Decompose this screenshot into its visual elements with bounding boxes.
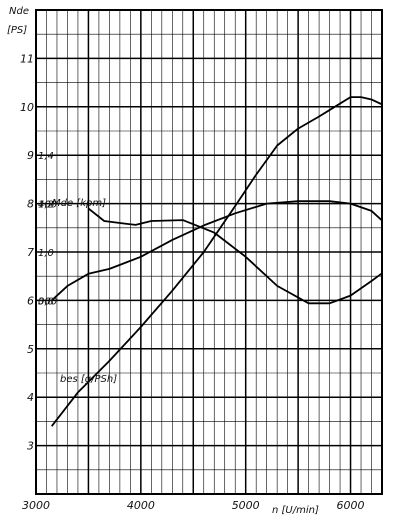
x-tick-label: 3000	[22, 499, 50, 512]
chart-ticks: 3000 4000 5000 6000 3 4 5 6 7 8 9 10 11 1,4 1,2 1,0 0,8 4…	[20, 52, 365, 512]
y-axis-title-power-symbol: Nde	[9, 6, 29, 17]
y-tick-label-consumption: 300	[38, 296, 57, 307]
y-tick-label-power: 5	[27, 343, 34, 356]
y-axis-title-consumption: bes [g/PSh]	[60, 374, 117, 385]
y-axis-title-torque: Mde [kpm]	[52, 198, 106, 209]
y-tick-label-power: 11	[20, 52, 34, 65]
chart-series	[50, 96, 383, 427]
y-tick-label-torque: 1,0	[38, 248, 54, 259]
series-line-torque	[51, 200, 383, 302]
y-tick-label-power: 7	[27, 246, 34, 259]
y-tick-label-torque: 1,4	[38, 151, 54, 162]
y-tick-label-torque: 1,2	[38, 200, 54, 211]
x-tick-label: 4000	[127, 499, 155, 512]
y-tick-label-power: 10	[20, 101, 34, 114]
y-axis-title-power-unit: [PS]	[7, 25, 27, 36]
y-tick-label-power: 3	[27, 440, 34, 453]
y-axis-title-power: Nde [PS]	[7, 6, 32, 36]
y-tick-label-power: 6	[27, 294, 34, 307]
y-tick-label-power: 8	[27, 198, 34, 211]
x-tick-label: 5000	[232, 499, 260, 512]
y-tick-label-power: 4	[27, 391, 34, 404]
series-line-consumption	[87, 207, 383, 305]
y-tick-label-consumption: 400	[38, 200, 57, 211]
chart-grid	[35, 9, 383, 495]
series-line-power	[50, 96, 383, 427]
x-axis-title: n [U/min]	[272, 505, 319, 516]
y-tick-label-torque: 0,8	[38, 296, 54, 307]
x-tick-label: 6000	[337, 499, 365, 512]
y-tick-label-power: 9	[27, 149, 34, 162]
